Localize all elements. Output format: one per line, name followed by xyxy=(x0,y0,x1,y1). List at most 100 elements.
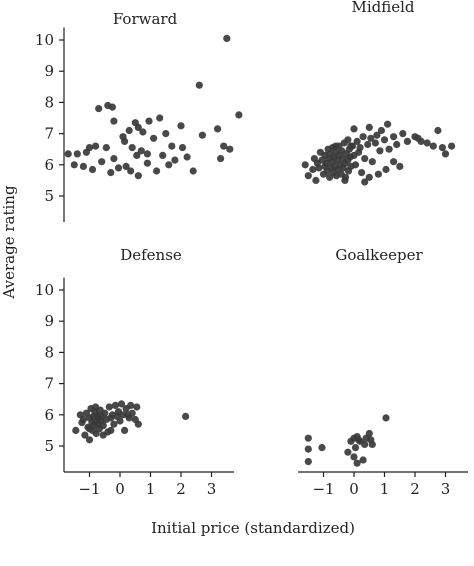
data-point xyxy=(183,153,191,161)
data-point xyxy=(350,453,358,461)
x-tick-label: 1 xyxy=(146,480,156,498)
data-point xyxy=(235,111,243,119)
data-point xyxy=(122,162,130,170)
data-point xyxy=(377,126,385,135)
y-tick-label: 7 xyxy=(44,125,54,143)
data-point xyxy=(108,103,116,111)
x-tick-label: −1 xyxy=(78,480,100,498)
data-point xyxy=(143,159,151,167)
x-tick-label: 1 xyxy=(380,480,390,498)
data-point xyxy=(376,147,384,155)
data-point xyxy=(110,155,118,163)
data-point xyxy=(353,459,361,467)
data-point xyxy=(226,145,234,153)
data-point xyxy=(364,140,372,149)
data-point xyxy=(351,444,360,452)
data-point xyxy=(367,134,375,142)
data-point xyxy=(441,150,450,158)
data-point xyxy=(127,167,135,175)
data-point xyxy=(359,456,367,464)
data-point xyxy=(114,164,123,172)
y-tick-label: 8 xyxy=(44,343,54,361)
data-point xyxy=(79,415,87,424)
data-point xyxy=(133,403,141,411)
data-point xyxy=(124,411,132,419)
data-point xyxy=(177,122,185,130)
data-point xyxy=(304,172,312,180)
data-point xyxy=(189,167,197,175)
data-point xyxy=(88,165,97,174)
data-point xyxy=(361,155,369,163)
y-tick-label: 8 xyxy=(44,93,54,111)
data-point xyxy=(344,448,352,456)
data-point xyxy=(143,150,151,158)
x-tick-label: 2 xyxy=(410,480,420,498)
data-point xyxy=(95,105,103,113)
data-point xyxy=(150,134,158,142)
data-point xyxy=(315,164,323,172)
data-point xyxy=(373,131,381,139)
data-point xyxy=(153,167,161,175)
data-point xyxy=(125,126,133,135)
data-point xyxy=(358,169,366,177)
data-point xyxy=(82,148,90,156)
data-point xyxy=(368,158,376,166)
data-point xyxy=(85,436,94,444)
panel-goalkeeper: Goalkeeper −1 0 1 2 3 xyxy=(298,246,468,498)
x-tick-label: 3 xyxy=(441,480,451,498)
data-point xyxy=(384,120,392,128)
data-point xyxy=(217,155,225,163)
data-point xyxy=(134,172,142,180)
data-point xyxy=(171,156,179,164)
data-point xyxy=(178,144,187,152)
data-point xyxy=(374,170,382,178)
y-tick-label: 5 xyxy=(44,437,54,455)
panel-midfield: Midfield xyxy=(301,0,456,186)
x-tick-label: 3 xyxy=(207,480,217,498)
data-point xyxy=(301,161,309,169)
data-point xyxy=(382,165,390,174)
data-point xyxy=(107,426,115,434)
data-point xyxy=(380,136,389,144)
data-point xyxy=(350,125,358,133)
data-point xyxy=(448,142,456,150)
data-point xyxy=(347,142,355,150)
panel-title-midfield: Midfield xyxy=(351,0,414,16)
data-point xyxy=(312,176,320,184)
data-point xyxy=(332,142,340,150)
y-tick-label: 6 xyxy=(44,406,54,424)
data-point xyxy=(128,144,136,152)
data-point xyxy=(396,162,404,170)
data-point xyxy=(417,137,425,145)
data-point xyxy=(403,137,411,145)
data-point xyxy=(107,169,115,177)
y-tick-label: 5 xyxy=(44,187,54,205)
data-point xyxy=(438,144,446,152)
data-point xyxy=(182,412,190,420)
data-point xyxy=(385,145,393,153)
data-point xyxy=(359,133,367,141)
y-tick-label: 9 xyxy=(44,312,54,330)
data-point xyxy=(361,440,369,448)
data-point xyxy=(434,126,442,135)
panel-defense: Defense 5 6 7 8 9 10 −1 0 1 2 3 xyxy=(35,246,234,498)
panel-title-goalkeeper: Goalkeeper xyxy=(335,246,423,264)
data-point xyxy=(390,133,398,141)
data-point xyxy=(393,140,401,149)
data-point xyxy=(121,426,129,434)
panel-title-forward: Forward xyxy=(113,10,178,28)
data-point xyxy=(105,403,113,411)
y-tick-label: 10 xyxy=(35,31,54,49)
data-point xyxy=(99,422,107,430)
data-point xyxy=(85,425,94,433)
data-point xyxy=(382,414,390,422)
data-point xyxy=(162,130,170,138)
data-point xyxy=(117,400,126,408)
data-point xyxy=(137,147,145,155)
y-tick-label: 9 xyxy=(44,62,54,80)
data-point xyxy=(304,458,312,466)
data-point xyxy=(99,431,107,439)
panel-title-defense: Defense xyxy=(120,246,182,264)
data-point xyxy=(101,409,109,417)
